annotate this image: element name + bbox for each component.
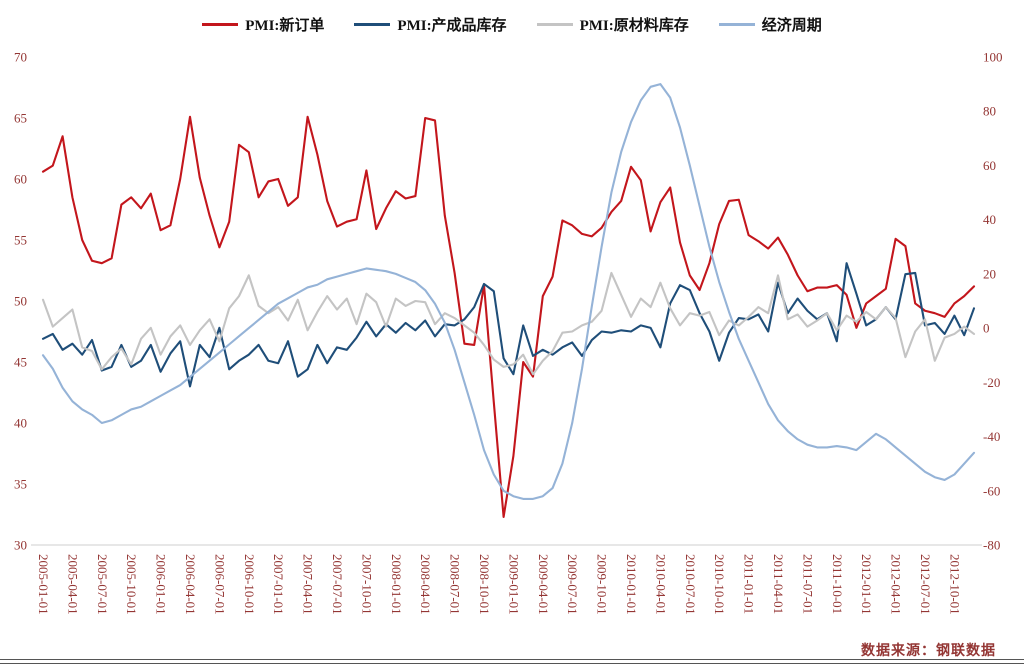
x-axis-tick-label: 2009-01-01 (506, 554, 521, 615)
x-axis-tick-label: 2012-07-01 (918, 554, 933, 615)
legend-item-economic-cycle: 经济周期 (718, 14, 822, 35)
right-axis-tick-label: 20 (983, 266, 996, 281)
left-axis-tick-label: 70 (14, 50, 27, 65)
x-axis-tick-label: 2011-10-01 (830, 554, 845, 614)
x-axis-tick-label: 2012-04-01 (889, 554, 904, 615)
right-axis-tick-label: -40 (983, 429, 1000, 444)
x-axis-tick-label: 2011-07-01 (800, 554, 815, 614)
left-axis-tick-label: 40 (14, 416, 27, 431)
x-axis-tick-label: 2010-01-01 (624, 554, 639, 615)
legend-label: PMI:新订单 (245, 18, 325, 34)
x-axis-tick-label: 2007-10-01 (359, 554, 374, 615)
chart-legend: PMI:新订单 PMI:产成品库存 PMI:原材料库存 经济周期 (0, 14, 1024, 35)
x-axis-tick-label: 2012-10-01 (947, 554, 962, 615)
x-axis-tick-label: 2012-01-01 (859, 554, 874, 615)
x-axis-tick-label: 2005-01-01 (36, 554, 51, 615)
left-axis-tick-label: 35 (14, 477, 27, 492)
left-axis-tick-label: 60 (14, 172, 27, 187)
right-axis-tick-label: -60 (983, 483, 1000, 498)
left-axis-tick-label: 30 (14, 538, 27, 553)
right-axis-tick-label: 0 (983, 321, 990, 336)
x-axis-tick-label: 2008-01-01 (389, 554, 404, 615)
x-axis-tick-label: 2006-01-01 (154, 554, 169, 615)
x-axis-tick-label: 2006-07-01 (212, 554, 227, 615)
right-axis-tick-label: 80 (983, 104, 996, 119)
legend-label: PMI:原材料库存 (579, 18, 689, 34)
x-axis-tick-label: 2005-07-01 (95, 554, 110, 615)
x-axis-tick-label: 2008-10-01 (477, 554, 492, 615)
x-axis-tick-label: 2008-07-01 (448, 554, 463, 615)
x-axis-tick-label: 2007-01-01 (271, 554, 286, 615)
x-axis-tick-label: 2009-10-01 (595, 554, 610, 615)
series-line-2 (41, 271, 976, 376)
x-axis-tick-label: 2011-01-01 (742, 554, 757, 614)
x-axis-tick-label: 2009-04-01 (536, 554, 551, 615)
left-axis-tick-label: 45 (14, 355, 27, 370)
legend-item-finished-goods-inventory: PMI:产成品库存 (354, 14, 507, 35)
x-axis-tick-label: 2008-04-01 (418, 554, 433, 615)
x-axis-tick-label: 2006-10-01 (242, 554, 257, 615)
bottom-double-rule (0, 659, 1024, 664)
legend-label: PMI:产成品库存 (397, 18, 507, 34)
legend-line-swatch-lightblue (718, 23, 755, 26)
x-axis-tick-label: 2009-07-01 (565, 554, 580, 615)
x-axis-tick-label: 2005-10-01 (124, 554, 139, 615)
x-axis-tick-label: 2011-04-01 (771, 554, 786, 614)
series-line-0 (41, 115, 976, 518)
legend-line-swatch-red (202, 23, 239, 26)
x-axis-tick-label: 2010-07-01 (683, 554, 698, 615)
right-axis-tick-label: -20 (983, 375, 1000, 390)
data-source-note: 数据来源：钢联数据 (861, 644, 996, 659)
right-axis-tick-label: -80 (983, 538, 1000, 553)
legend-item-raw-materials-inventory: PMI:原材料库存 (536, 14, 689, 35)
x-axis-tick-label: 2006-04-01 (183, 554, 198, 615)
legend-line-swatch-gray (536, 23, 573, 26)
left-axis-tick-label: 50 (14, 294, 27, 309)
left-axis-tick-label: 65 (14, 111, 27, 126)
x-axis-tick-label: 2010-04-01 (653, 554, 668, 615)
right-axis-tick-label: 40 (983, 212, 996, 227)
left-axis-tick-label: 55 (14, 233, 27, 248)
right-axis-tick-label: 100 (983, 50, 1003, 65)
x-axis-tick-label: 2007-07-01 (330, 554, 345, 615)
legend-label: 经济周期 (761, 18, 822, 34)
x-axis-tick-label: 2007-04-01 (301, 554, 316, 615)
x-axis-tick-label: 2005-04-01 (65, 554, 80, 615)
legend-line-swatch-navy (354, 23, 391, 26)
right-axis-tick-label: 60 (983, 158, 996, 173)
series-line-3 (41, 83, 976, 500)
legend-item-pmi-new-orders: PMI:新订单 (202, 14, 324, 35)
x-axis-tick-label: 2010-10-01 (712, 554, 727, 615)
